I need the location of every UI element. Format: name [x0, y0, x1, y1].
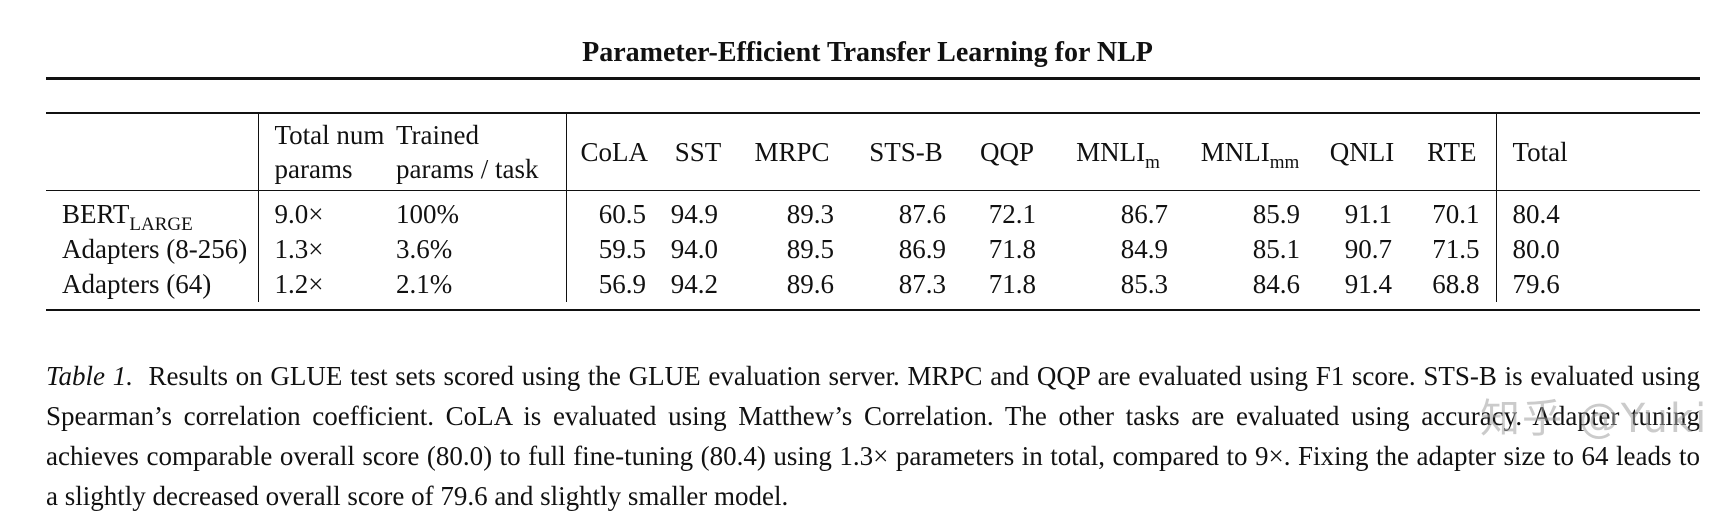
- running-head-title: Parameter-Efficient Transfer Learning fo…: [582, 37, 1153, 68]
- cell-score: 72.1: [988, 199, 1036, 229]
- cell-score: 90.7: [1344, 234, 1392, 264]
- cell-score: 85.9: [1252, 199, 1300, 229]
- cell-total-params: 9.0×: [274, 199, 324, 229]
- cell-score: 91.4: [1344, 269, 1392, 299]
- table-caption: Table 1. Results on GLUE test sets score…: [46, 356, 1700, 516]
- cell-score: 87.6: [898, 199, 946, 229]
- header-task: QQP: [962, 114, 1052, 190]
- header-task-subscript: mm: [1269, 152, 1300, 173]
- header-task-name: STS-B: [869, 137, 943, 167]
- header-trained-params-line1: Trained: [396, 120, 480, 150]
- model-name: BERT: [62, 199, 130, 229]
- cell-score: 84.6: [1252, 269, 1300, 299]
- cell-score: 59.5: [598, 234, 646, 264]
- caption-label: Table 1.: [46, 361, 133, 391]
- cell-score: 89.5: [786, 234, 834, 264]
- row-model: Adapters (64): [46, 267, 259, 302]
- cell-score: 86.9: [898, 234, 946, 264]
- cell-score: 91.1: [1344, 199, 1392, 229]
- cell-total: 80.0: [1512, 234, 1560, 264]
- cell-score: 94.2: [670, 269, 718, 299]
- table-mid-rule: [46, 190, 1700, 191]
- header-task: MRPC: [734, 114, 850, 190]
- header-task-name: MRPC: [754, 137, 830, 167]
- cell-score: 89.6: [786, 269, 834, 299]
- cell-trained-params: 2.1%: [396, 267, 567, 302]
- header-model: [46, 114, 259, 190]
- header-task: STS-B: [850, 114, 962, 190]
- header-total-params-line2: params: [274, 154, 353, 184]
- header-task: CoLA: [566, 114, 662, 190]
- header-task-name: CoLA: [580, 137, 649, 167]
- header-total-params-line1: Total num: [274, 120, 385, 150]
- header-task: QNLI: [1316, 114, 1408, 190]
- cell-score: 71.8: [988, 269, 1036, 299]
- header-trained-params-line2: params / task: [396, 154, 539, 184]
- table-bottom-rule: [46, 309, 1700, 311]
- cell-total: 80.4: [1512, 199, 1560, 229]
- row-model: BERTLARGE: [46, 190, 259, 235]
- model-name: Adapters (64): [62, 269, 212, 299]
- header-task-name: MNLI: [1076, 137, 1146, 167]
- cell-trained-params: 3.6%: [396, 232, 567, 267]
- cell-score: 94.9: [670, 199, 718, 229]
- cell-trained-params: 100%: [396, 190, 567, 232]
- header-task-name: SST: [674, 137, 722, 167]
- cell-score: 71.8: [988, 234, 1036, 264]
- row-model: Adapters (8-256): [46, 232, 259, 267]
- header-task-name: QQP: [979, 137, 1034, 167]
- table-row: Adapters (64) 1.2× 2.1% 56.9 94.2 89.6 8…: [46, 267, 1700, 302]
- cell-total: 79.6: [1512, 269, 1560, 299]
- cell-score: 68.8: [1408, 267, 1497, 302]
- table-header-row: Total num params Trained params / task C…: [46, 114, 1700, 190]
- cell-score: 87.3: [898, 269, 946, 299]
- cell-score: 86.7: [1120, 199, 1168, 229]
- table-row: BERTLARGE 9.0× 100% 60.5 94.9 89.3 87.6 …: [46, 190, 1700, 235]
- cell-score: 94.0: [670, 234, 718, 264]
- cell-score: 85.3: [1120, 269, 1168, 299]
- header-task-subscript: m: [1145, 152, 1160, 173]
- caption-text: Results on GLUE test sets scored using t…: [46, 361, 1700, 511]
- cell-total-params: 1.3×: [274, 234, 324, 264]
- cell-score: 56.9: [598, 269, 646, 299]
- results-table: Total num params Trained params / task C…: [46, 114, 1700, 302]
- cell-score: 89.3: [786, 199, 834, 229]
- cell-score: 60.5: [598, 199, 646, 229]
- header-task: MNLImm: [1184, 114, 1316, 190]
- header-task-name: QNLI: [1329, 137, 1395, 167]
- cell-score: 71.5: [1408, 232, 1497, 267]
- cell-total-params: 1.2×: [274, 269, 324, 299]
- header-task: RTE: [1408, 114, 1497, 190]
- header-task: MNLIm: [1052, 114, 1184, 190]
- cell-score: 85.1: [1252, 234, 1300, 264]
- table-row: Adapters (8-256) 1.3× 3.6% 59.5 94.0 89.…: [46, 232, 1700, 267]
- table-top-rule: [46, 112, 1700, 114]
- header-rule: [46, 77, 1700, 80]
- header-trained-params: Trained params / task: [396, 114, 567, 190]
- model-subscript: LARGE: [129, 214, 193, 235]
- cell-score: 84.9: [1120, 234, 1168, 264]
- header-task-name: RTE: [1427, 137, 1477, 167]
- watermark-logo: 知乎 @Yuki: [1480, 396, 1709, 442]
- cell-score: 70.1: [1408, 190, 1497, 232]
- header-task-name: MNLI: [1200, 137, 1270, 167]
- model-name: Adapters (8-256): [62, 234, 248, 264]
- header-total: Total: [1512, 137, 1568, 167]
- header-task: SST: [662, 114, 734, 190]
- header-total-params: Total num params: [258, 114, 396, 190]
